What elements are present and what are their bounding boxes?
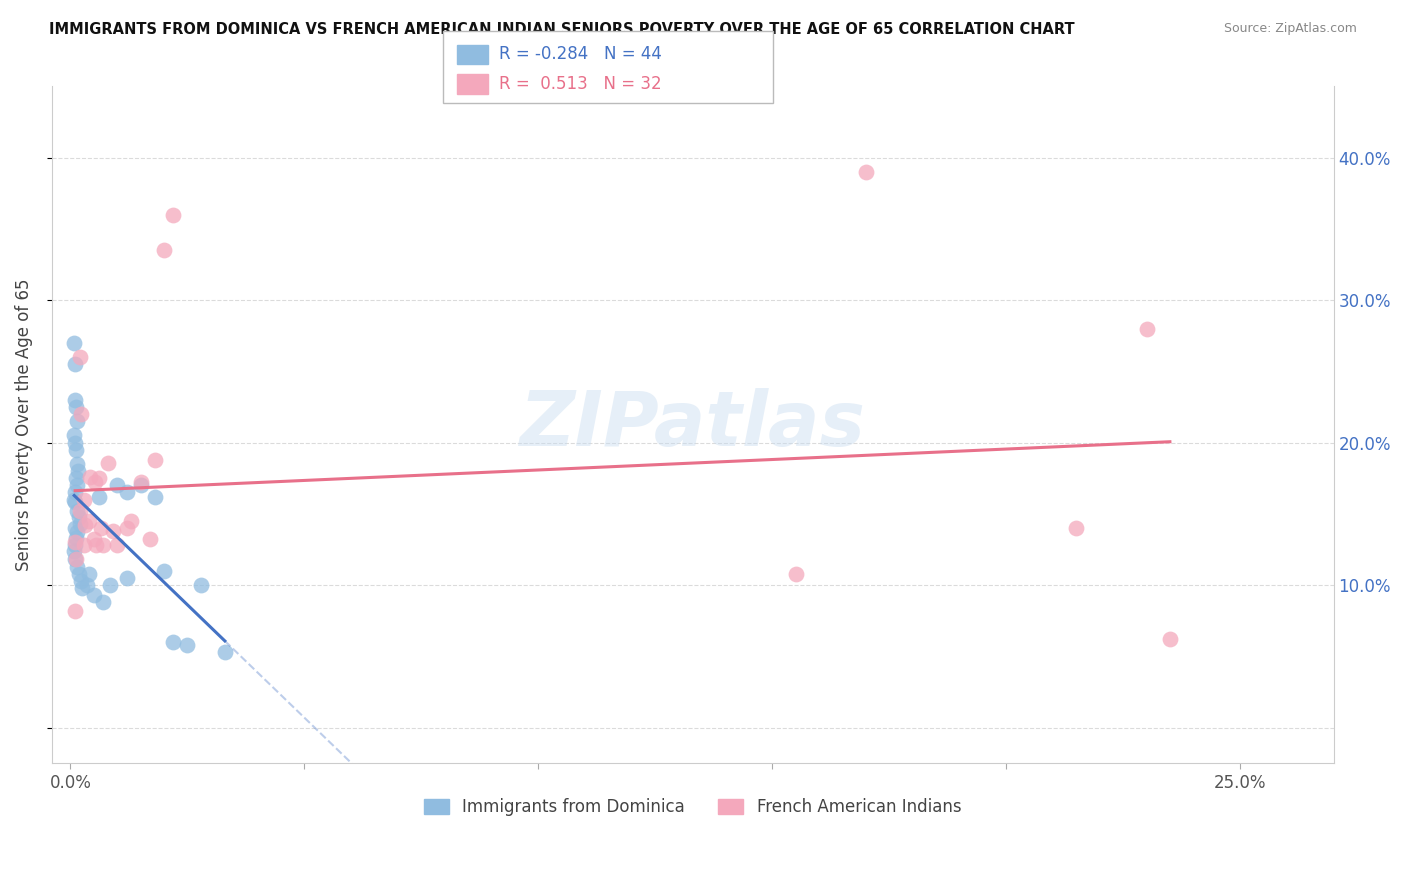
Point — [83, 533, 105, 547]
Point — [143, 452, 166, 467]
Point — [77, 514, 100, 528]
Point — [91, 595, 114, 609]
Point — [69, 516, 91, 531]
Point — [66, 559, 89, 574]
Point — [90, 521, 112, 535]
Point — [98, 578, 121, 592]
Point — [66, 414, 89, 428]
Point — [63, 495, 86, 509]
Point — [69, 350, 91, 364]
Point — [65, 457, 87, 471]
Point — [129, 478, 152, 492]
Point — [63, 552, 86, 566]
Point — [87, 490, 110, 504]
Point — [63, 492, 86, 507]
Point — [77, 566, 100, 581]
Point — [162, 208, 184, 222]
Point — [83, 588, 105, 602]
Point — [65, 552, 87, 566]
Point — [83, 475, 105, 490]
Point — [190, 578, 212, 592]
Point — [84, 538, 107, 552]
Point — [87, 471, 110, 485]
Point — [63, 428, 86, 442]
Point — [63, 335, 86, 350]
Point — [105, 478, 128, 492]
Point — [115, 521, 138, 535]
Point — [855, 165, 877, 179]
Point — [76, 578, 98, 592]
Point — [129, 475, 152, 490]
Point — [120, 514, 142, 528]
Point — [63, 521, 86, 535]
Point — [65, 442, 87, 457]
Point — [65, 525, 87, 540]
Point — [153, 564, 176, 578]
Point — [69, 574, 91, 588]
Point — [67, 566, 90, 581]
Point — [66, 464, 89, 478]
Point — [63, 544, 86, 558]
Point — [162, 635, 184, 649]
Point — [73, 492, 96, 507]
Point — [63, 604, 86, 618]
Point — [69, 504, 91, 518]
Point — [1135, 321, 1157, 335]
Point — [73, 538, 96, 552]
Point — [66, 504, 89, 518]
Point — [70, 581, 93, 595]
Point — [91, 538, 114, 552]
Point — [63, 485, 86, 500]
Point — [115, 485, 138, 500]
Point — [67, 509, 90, 524]
Y-axis label: Seniors Poverty Over the Age of 65: Seniors Poverty Over the Age of 65 — [15, 278, 32, 571]
Point — [75, 518, 97, 533]
Point — [79, 469, 101, 483]
Text: R =  0.513   N = 32: R = 0.513 N = 32 — [499, 75, 662, 93]
Point — [153, 244, 176, 258]
Point — [63, 357, 86, 371]
Point — [65, 471, 87, 485]
Text: Source: ZipAtlas.com: Source: ZipAtlas.com — [1223, 22, 1357, 36]
Text: ZIPatlas: ZIPatlas — [520, 388, 866, 462]
Point — [63, 535, 86, 549]
Point — [65, 400, 87, 414]
Point — [66, 478, 89, 492]
Point — [97, 455, 120, 469]
Text: R = -0.284   N = 44: R = -0.284 N = 44 — [499, 45, 662, 63]
Point — [65, 531, 87, 545]
Point — [101, 524, 124, 538]
Point — [785, 566, 807, 581]
Point — [1066, 521, 1088, 535]
Point — [176, 638, 198, 652]
Point — [1159, 632, 1181, 647]
Point — [214, 645, 236, 659]
Point — [105, 538, 128, 552]
Point — [63, 435, 86, 450]
Point — [143, 490, 166, 504]
Legend: Immigrants from Dominica, French American Indians: Immigrants from Dominica, French America… — [418, 791, 969, 822]
Point — [63, 538, 86, 552]
Point — [115, 571, 138, 585]
Point — [69, 407, 91, 421]
Text: IMMIGRANTS FROM DOMINICA VS FRENCH AMERICAN INDIAN SENIORS POVERTY OVER THE AGE : IMMIGRANTS FROM DOMINICA VS FRENCH AMERI… — [49, 22, 1074, 37]
Point — [139, 533, 162, 547]
Point — [63, 392, 86, 407]
